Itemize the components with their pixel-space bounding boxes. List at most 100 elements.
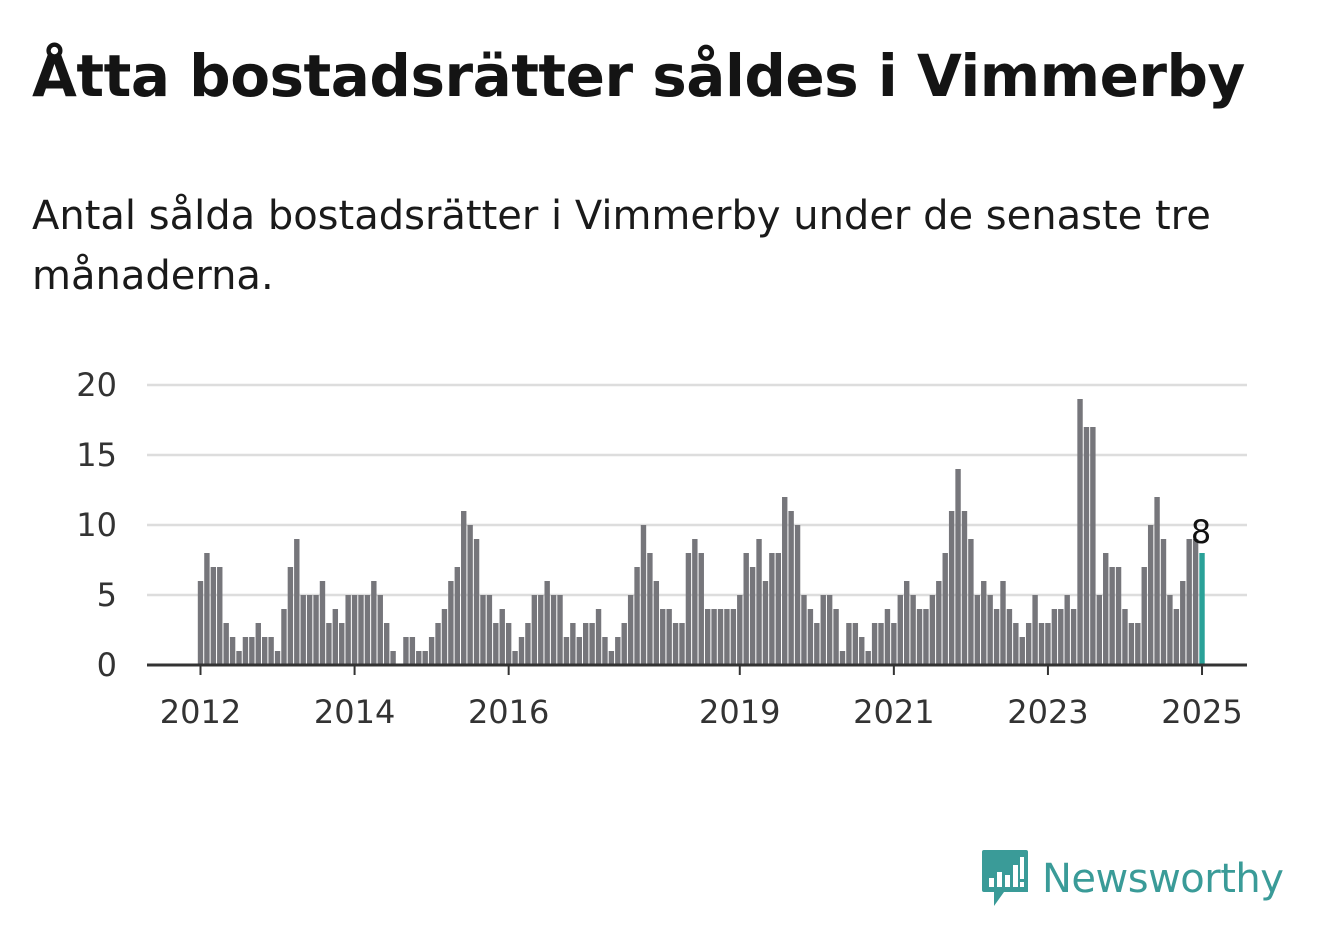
bar	[1103, 553, 1109, 665]
chart-title: Åtta bostadsrätter såldes i Vimmerby	[32, 42, 1245, 110]
y-tick-label: 20	[76, 366, 117, 404]
bar	[358, 595, 364, 665]
bar	[371, 581, 377, 665]
brand: Newsworthy	[980, 848, 1284, 910]
bar	[1019, 637, 1025, 665]
bar	[1186, 539, 1192, 665]
bar	[1090, 427, 1096, 665]
bar	[993, 609, 1000, 665]
bar	[717, 609, 724, 665]
bar	[435, 623, 441, 665]
bar	[897, 595, 903, 665]
bar	[679, 623, 685, 665]
bar	[268, 637, 274, 665]
bar	[859, 637, 865, 665]
bar	[698, 553, 704, 665]
bar	[826, 595, 833, 665]
bar	[961, 511, 968, 665]
bar	[814, 623, 820, 665]
bar	[390, 651, 396, 665]
bar	[846, 623, 852, 665]
bar	[621, 623, 627, 665]
bar	[1167, 595, 1173, 665]
bar	[762, 581, 769, 665]
bar	[274, 651, 281, 665]
bar	[794, 525, 801, 665]
bar	[1122, 609, 1128, 665]
bar	[1096, 595, 1102, 665]
bar	[974, 595, 981, 665]
bar	[602, 637, 608, 665]
bar	[339, 623, 345, 665]
bar	[454, 567, 460, 665]
bar	[538, 595, 544, 665]
bar	[306, 595, 313, 665]
bar	[242, 637, 249, 665]
bar	[724, 609, 730, 665]
bar	[313, 595, 319, 665]
bar	[775, 553, 781, 665]
bar	[1147, 525, 1154, 665]
bar	[1180, 581, 1186, 665]
bar	[743, 553, 749, 665]
bar	[416, 651, 422, 665]
bar	[294, 539, 300, 665]
bar-chart: 0 5 10 15 20 2012 2014 2016 2019 2021 2023 2025 8	[76, 366, 1247, 731]
bar	[1013, 623, 1019, 665]
bar	[217, 567, 223, 665]
bar	[852, 623, 859, 665]
bar	[916, 609, 923, 665]
bar	[1070, 609, 1077, 665]
bar	[1141, 567, 1147, 665]
bar	[672, 623, 679, 665]
bar	[1045, 623, 1051, 665]
bar	[711, 609, 717, 665]
bar	[473, 539, 480, 665]
bar	[878, 623, 884, 665]
bar	[557, 595, 563, 665]
bar	[833, 609, 839, 665]
bar	[486, 595, 493, 665]
bar	[345, 595, 351, 665]
y-tick-label: 0	[97, 646, 117, 684]
bar	[422, 651, 428, 665]
bar	[229, 637, 236, 665]
bar	[461, 511, 467, 665]
bar	[884, 609, 891, 665]
bar	[480, 595, 486, 665]
bar	[987, 595, 993, 665]
bar	[326, 623, 332, 665]
bar	[640, 525, 647, 665]
bar	[910, 595, 916, 665]
bar	[1192, 539, 1199, 665]
bar	[505, 623, 512, 665]
bar	[262, 637, 268, 665]
bar	[499, 609, 505, 665]
bar	[525, 623, 531, 665]
bar	[769, 553, 775, 665]
bar	[801, 595, 807, 665]
x-tick-label: 2014	[314, 693, 395, 731]
y-tick-label: 5	[97, 576, 117, 614]
x-tick-label: 2012	[160, 693, 241, 731]
bar	[730, 609, 737, 665]
bar	[871, 623, 878, 665]
bar	[576, 637, 582, 665]
bar	[1000, 581, 1006, 665]
bar	[660, 609, 666, 665]
bar	[236, 651, 242, 665]
bar	[281, 609, 287, 665]
bar	[627, 595, 634, 665]
bar	[942, 553, 948, 665]
bar	[608, 651, 615, 665]
bar	[653, 581, 660, 665]
bar	[936, 581, 942, 665]
bar	[839, 651, 846, 665]
bar	[287, 567, 294, 665]
bar	[1115, 567, 1122, 665]
bar	[1006, 609, 1013, 665]
bar	[1051, 609, 1058, 665]
x-tick-label: 2019	[699, 693, 780, 731]
bars	[197, 399, 1205, 665]
bar	[589, 623, 595, 665]
